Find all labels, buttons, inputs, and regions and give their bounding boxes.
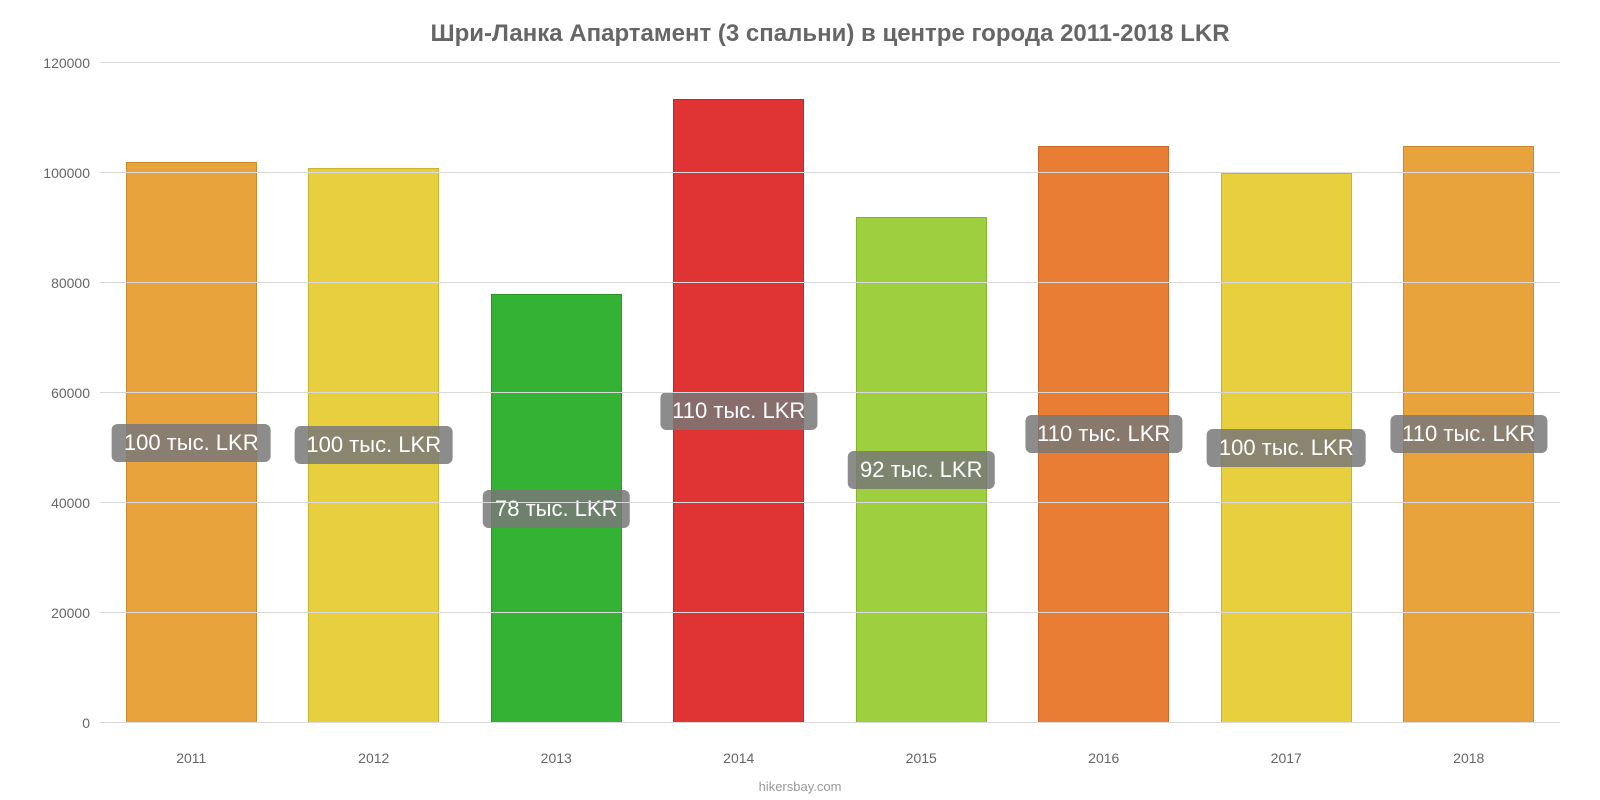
bar: 78 тыс. LKR [491,294,622,723]
y-tick-label: 100000 [43,165,100,181]
bar-value-label: 100 тыс. LKR [1207,429,1366,467]
x-tick-label: 2015 [830,750,1013,770]
bar-slot: 110 тыс. LKR [1378,63,1561,723]
bar-slot: 100 тыс. LKR [1195,63,1378,723]
bar: 100 тыс. LKR [1221,173,1352,723]
bar-slot: 110 тыс. LKR [648,63,831,723]
bar-value-label: 100 тыс. LKR [112,424,271,462]
x-tick-label: 2018 [1378,750,1561,770]
attribution: hikersbay.com [0,779,1600,794]
bar: 110 тыс. LKR [1403,146,1534,724]
grid-line [100,722,1560,723]
x-tick-label: 2011 [100,750,283,770]
x-tick-label: 2012 [283,750,466,770]
bar-value-label: 110 тыс. LKR [1390,415,1547,453]
x-axis: 20112012201320142015201620172018 [100,750,1560,770]
x-tick-label: 2014 [648,750,831,770]
chart-container: Шри-Ланка Апартамент (3 спальни) в центр… [0,0,1600,800]
grid-line [100,172,1560,173]
bar-value-label: 110 тыс. LKR [660,392,817,430]
grid-line [100,612,1560,613]
bar-value-label: 110 тыс. LKR [1025,415,1182,453]
grid-line [100,392,1560,393]
x-tick-label: 2017 [1195,750,1378,770]
bar: 100 тыс. LKR [308,168,439,724]
grid-line [100,62,1560,63]
bar: 92 тыс. LKR [856,217,987,723]
bar-value-label: 78 тыс. LKR [483,490,630,528]
y-tick-label: 0 [82,715,100,731]
y-tick-label: 60000 [51,385,100,401]
bar: 110 тыс. LKR [1038,146,1169,724]
y-tick-label: 120000 [43,55,100,71]
plot-area: 100 тыс. LKR100 тыс. LKR78 тыс. LKR110 т… [100,63,1560,723]
y-tick-label: 80000 [51,275,100,291]
bar-slot: 100 тыс. LKR [100,63,283,723]
bar-slot: 92 тыс. LKR [830,63,1013,723]
chart-title: Шри-Ланка Апартамент (3 спальни) в центр… [100,20,1560,48]
x-tick-label: 2016 [1013,750,1196,770]
y-tick-label: 40000 [51,495,100,511]
bar-slot: 78 тыс. LKR [465,63,648,723]
bar-value-label: 92 тыс. LKR [848,451,995,489]
bar-slot: 100 тыс. LKR [283,63,466,723]
y-tick-label: 20000 [51,605,100,621]
bar-value-label: 100 тыс. LKR [294,426,453,464]
bar-slot: 110 тыс. LKR [1013,63,1196,723]
bar: 110 тыс. LKR [673,99,804,723]
bars-row: 100 тыс. LKR100 тыс. LKR78 тыс. LKR110 т… [100,63,1560,723]
grid-line [100,502,1560,503]
x-tick-label: 2013 [465,750,648,770]
grid-line [100,282,1560,283]
bar: 100 тыс. LKR [126,162,257,723]
